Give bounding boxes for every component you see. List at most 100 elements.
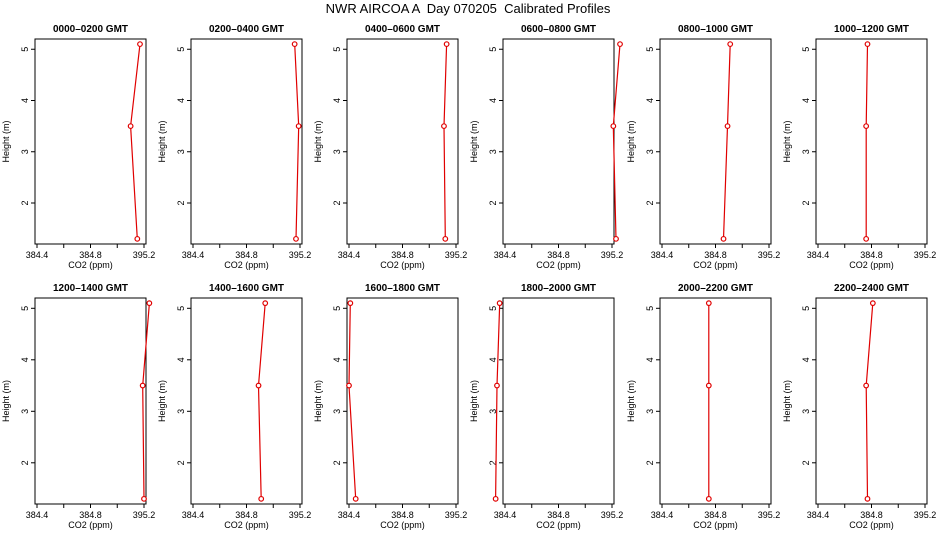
panel-2-ytick-label-2: 2 (176, 200, 186, 205)
panel-9-ylabel: Height (m) (313, 380, 323, 422)
panel-4-ytick-label-2: 2 (488, 200, 498, 205)
panel-6-xlabel: CO2 (ppm) (849, 260, 894, 270)
panel-8-xlabel: CO2 (ppm) (224, 520, 269, 530)
panel-1-ytick-label-5: 5 (20, 47, 30, 52)
panel-1-point-1 (134, 235, 141, 242)
panel-6-point-1 (863, 235, 870, 242)
panel-10-xtick-label-2: 384.8 (547, 510, 570, 520)
panel-10-point-2 (494, 382, 500, 389)
panel-3-ytick-label-3: 3 (332, 149, 342, 154)
panel-7-point-3 (146, 300, 153, 307)
panel-3-point-2 (441, 123, 447, 130)
panel-7-ytick-label-2: 2 (20, 460, 30, 465)
panel-8-xtick-label-4: 395.2 (289, 510, 312, 520)
panel-2-xtick-label-4: 395.2 (289, 250, 312, 260)
panel-10-xtick-label-4: 395.2 (601, 510, 624, 520)
panel-11-frame (659, 297, 772, 505)
panel-2-point-1 (293, 235, 299, 242)
panel-5-point-2 (724, 123, 731, 130)
panel-4-xtick-label-2: 384.8 (547, 250, 570, 260)
panel-3-ytick-label-4: 4 (332, 98, 342, 103)
panel-12-point-3 (869, 300, 876, 307)
panel-4-point-2 (610, 123, 617, 130)
panel-10-ytick-label-4: 4 (488, 357, 498, 362)
panel-2-title: 0200–0400 GMT (209, 24, 284, 35)
panel-10-xlabel: CO2 (ppm) (536, 520, 581, 530)
panel-4-point-3 (617, 41, 623, 48)
panel-4-ytick-label-5: 5 (488, 47, 498, 52)
panel-2-frame (190, 38, 303, 245)
panel-6-title: 1000–1200 GMT (834, 24, 909, 35)
panel-12-ytick-label-2: 2 (801, 460, 811, 465)
panel-1-point-3 (137, 41, 143, 48)
panel-9-ytick-label-4: 4 (332, 357, 342, 362)
panel-9-ytick-label-3: 3 (332, 409, 342, 414)
panel-5-ytick-label-5: 5 (645, 47, 655, 52)
panel-12-frame (815, 297, 928, 505)
panel-3-title: 0400–0600 GMT (365, 24, 440, 35)
panel-8-ylabel: Height (m) (157, 380, 167, 422)
panel-12-point-1 (864, 495, 871, 502)
panel-2-series-line (294, 44, 300, 239)
panel-3-xtick-label-2: 384.8 (391, 250, 414, 260)
panel-2-ytick-label-3: 3 (176, 149, 186, 154)
panel-1-xlabel: CO2 (ppm) (68, 260, 113, 270)
panel-9-xlabel: CO2 (ppm) (380, 520, 425, 530)
panel-2-point-3 (291, 41, 298, 48)
panel-4-frame (502, 38, 615, 245)
panel-1-ytick-label-2: 2 (20, 200, 30, 205)
panel-11-xtick-label-2: 384.8 (704, 510, 727, 520)
panel-6-ylabel: Height (m) (782, 120, 792, 162)
panel-10-ytick-label-3: 3 (488, 409, 498, 414)
panel-2-xlabel: CO2 (ppm) (224, 260, 269, 270)
panel-4-xtick-label-4: 395.2 (601, 250, 624, 260)
panel-8-ytick-label-3: 3 (176, 409, 186, 414)
panel-11-ytick-label-2: 2 (645, 460, 655, 465)
panel-1-xtick-label-0: 384.4 (26, 250, 49, 260)
panel-8-ytick-label-5: 5 (176, 306, 186, 311)
panel-7-xlabel: CO2 (ppm) (68, 520, 113, 530)
panel-1-ylabel: Height (m) (1, 120, 11, 162)
panel-6-point-2 (863, 123, 870, 130)
panel-8-ytick-label-2: 2 (176, 460, 186, 465)
panel-9-frame (346, 297, 459, 505)
panel-12-ytick-label-5: 5 (801, 306, 811, 311)
panel-10-ytick-label-2: 2 (488, 460, 498, 465)
panel-5-ytick-label-2: 2 (645, 200, 655, 205)
panel-1-point-2 (127, 123, 134, 130)
panel-3-xtick-label-4: 395.2 (445, 250, 468, 260)
panel-5-point-1 (720, 235, 727, 242)
panel-7-point-1 (141, 495, 147, 502)
panel-12-xtick-label-0: 384.4 (807, 510, 830, 520)
panel-7-xtick-label-2: 384.8 (79, 510, 102, 520)
panel-4-point-1 (613, 235, 619, 242)
panel-12-ytick-label-3: 3 (801, 409, 811, 414)
panel-6-frame (815, 38, 928, 245)
panel-1-xtick-label-2: 384.8 (79, 250, 102, 260)
panel-7-title: 1200–1400 GMT (53, 283, 128, 294)
panel-10-series-line (495, 303, 501, 499)
panel-10-ytick-label-5: 5 (488, 306, 498, 311)
panel-5-ylabel: Height (m) (626, 120, 636, 162)
panel-9-ytick-label-2: 2 (332, 460, 342, 465)
panel-4-xtick-label-0: 384.4 (494, 250, 517, 260)
panel-5-series-line (722, 44, 731, 239)
panel-8-point-2 (255, 382, 262, 389)
panel-10-point-1 (492, 495, 499, 502)
panel-3-series-line (443, 44, 448, 239)
panel-6-xtick-label-2: 384.8 (860, 250, 883, 260)
panel-3-ytick-label-2: 2 (332, 200, 342, 205)
panel-3-ylabel: Height (m) (313, 120, 323, 162)
panel-5-ytick-label-3: 3 (645, 149, 655, 154)
panel-10-ylabel: Height (m) (469, 380, 479, 422)
panel-6-series-line (865, 44, 869, 239)
panel-7-ytick-label-5: 5 (20, 306, 30, 311)
panel-7-ytick-label-3: 3 (20, 409, 30, 414)
panel-6-xtick-label-0: 384.4 (807, 250, 830, 260)
panel-6-point-3 (864, 41, 871, 48)
panel-3-ytick-label-5: 5 (332, 47, 342, 52)
panel-8-xtick-label-2: 384.8 (235, 510, 258, 520)
panel-4-ytick-label-3: 3 (488, 149, 498, 154)
panel-6-ytick-label-4: 4 (801, 98, 811, 103)
